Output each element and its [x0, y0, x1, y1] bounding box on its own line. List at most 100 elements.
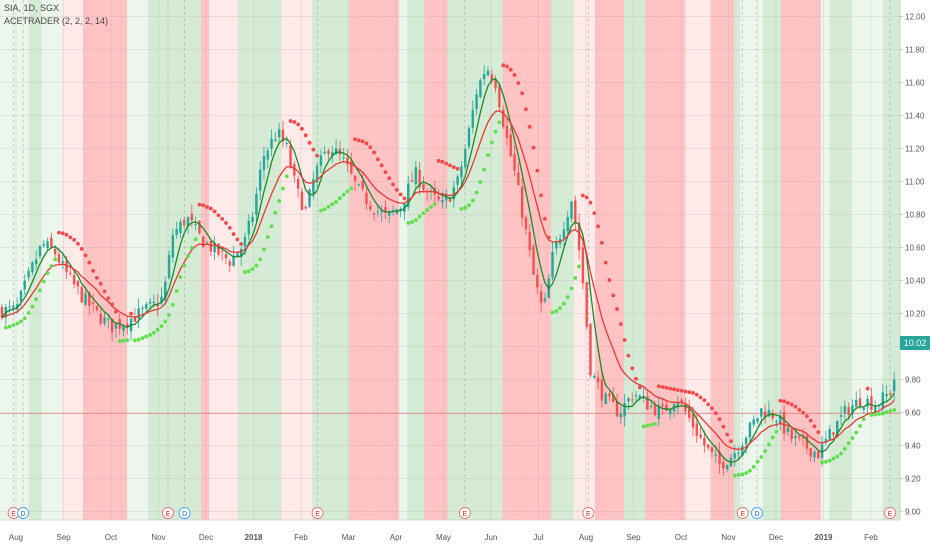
- candle-142: [539, 284, 543, 313]
- candle-149: [566, 210, 569, 236]
- candle-9: [34, 250, 38, 270]
- candle-24: [91, 293, 95, 313]
- candle-66: [251, 211, 254, 227]
- sar-dot-11: [41, 279, 46, 284]
- candle-43: [164, 276, 167, 306]
- candle-141: [536, 268, 539, 295]
- candle-11: [42, 240, 45, 248]
- sar-dot-193: [732, 473, 737, 478]
- sar-dot-40: [151, 330, 156, 335]
- sar-dot-148: [561, 301, 566, 306]
- trend-band-7: [136, 0, 149, 520]
- candle-209: [794, 429, 797, 446]
- price-tick-label-15: 9.00: [905, 508, 921, 517]
- sar-dot-120: [455, 166, 460, 171]
- candle-98: [372, 212, 376, 221]
- sar-dot-89: [337, 196, 342, 201]
- sar-dot-166: [630, 366, 635, 371]
- sar-dot-75: [284, 174, 289, 179]
- candle-137: [520, 178, 524, 227]
- sar-dot-204: [774, 429, 779, 434]
- candle-110: [418, 162, 421, 195]
- candle-199: [756, 417, 759, 425]
- candle-51: [194, 216, 197, 231]
- price-tick-label-11: 9.80: [905, 376, 921, 385]
- sar-dot-143: [543, 216, 547, 221]
- candle-39: [148, 298, 152, 310]
- time-tick-label-9: May: [436, 533, 451, 542]
- trend-band-14: [281, 0, 313, 520]
- ema-line: [1, 110, 895, 451]
- candle-33: [126, 316, 129, 335]
- sar-dot-127: [482, 167, 487, 172]
- sar-dot-190: [721, 424, 726, 429]
- price-tick-label-13: 9.40: [905, 442, 921, 451]
- candle-73: [277, 122, 281, 145]
- candle-126: [479, 78, 482, 99]
- sar-dot-91: [345, 189, 350, 194]
- sar-dot-119: [451, 165, 456, 170]
- candle-87: [331, 146, 334, 163]
- sar-dot-235: [892, 408, 897, 412]
- sar-dot-234: [888, 409, 893, 413]
- time-tick-label-11: Jul: [533, 533, 543, 542]
- candle-44: [167, 250, 171, 280]
- candle-96: [365, 187, 368, 210]
- svg-text:D: D: [182, 511, 187, 518]
- sar-dot-130: [493, 129, 498, 134]
- sar-dot-164: [622, 338, 627, 342]
- sar-dot-225: [854, 430, 859, 435]
- sar-dot-216: [820, 460, 824, 465]
- trend-band-9: [178, 0, 202, 520]
- candle-72: [274, 131, 277, 143]
- sar-dot-135: [512, 73, 517, 77]
- earnings-marker-4: E: [311, 507, 324, 519]
- sar-dot-186: [706, 402, 711, 407]
- candle-128: [486, 66, 490, 77]
- trend-band-45: [852, 0, 884, 520]
- dividend-marker-1: D: [17, 507, 30, 519]
- sar-dot-60: [227, 226, 232, 230]
- candle-22: [84, 287, 87, 307]
- sar-dot-151: [573, 276, 578, 280]
- candle-91: [346, 149, 349, 173]
- sar-dot-155: [588, 200, 593, 205]
- candle-225: [855, 391, 858, 408]
- sar-dot-231: [877, 412, 881, 416]
- sar-dot-63: [239, 242, 244, 246]
- sar-dot-224: [850, 436, 855, 440]
- candle-36: [137, 298, 140, 329]
- candle-10: [38, 245, 42, 260]
- candle-18: [69, 266, 72, 277]
- candle-70: [266, 147, 269, 169]
- candle-215: [817, 450, 820, 459]
- sar-dot-96: [364, 141, 369, 146]
- candle-90: [342, 148, 345, 163]
- candle-121: [460, 161, 463, 185]
- candle-164: [623, 394, 626, 427]
- sar-dot-21: [79, 246, 84, 251]
- svg-text:E: E: [166, 511, 171, 518]
- sar-dot-168: [637, 385, 642, 390]
- candle-109: [414, 160, 418, 189]
- candle-20: [76, 280, 80, 295]
- trend-background-bands: [0, 0, 912, 520]
- sar-dot-64: [243, 270, 247, 274]
- candle-46: [175, 221, 178, 239]
- sar-dot-196: [744, 471, 749, 475]
- sar-dot-128: [486, 153, 490, 157]
- candle-162: [615, 393, 619, 418]
- candle-186: [706, 444, 710, 451]
- sar-dot-4: [15, 321, 20, 326]
- sar-dot-15: [57, 230, 61, 235]
- sar-dot-217: [823, 459, 828, 464]
- candle-170: [646, 391, 649, 410]
- sar-dot-133: [505, 64, 509, 69]
- candle-200: [760, 407, 763, 426]
- sar-dot-215: [816, 430, 821, 435]
- sar-dot-165: [626, 353, 631, 358]
- sar-dot-12: [45, 271, 50, 276]
- candle-158: [600, 370, 604, 409]
